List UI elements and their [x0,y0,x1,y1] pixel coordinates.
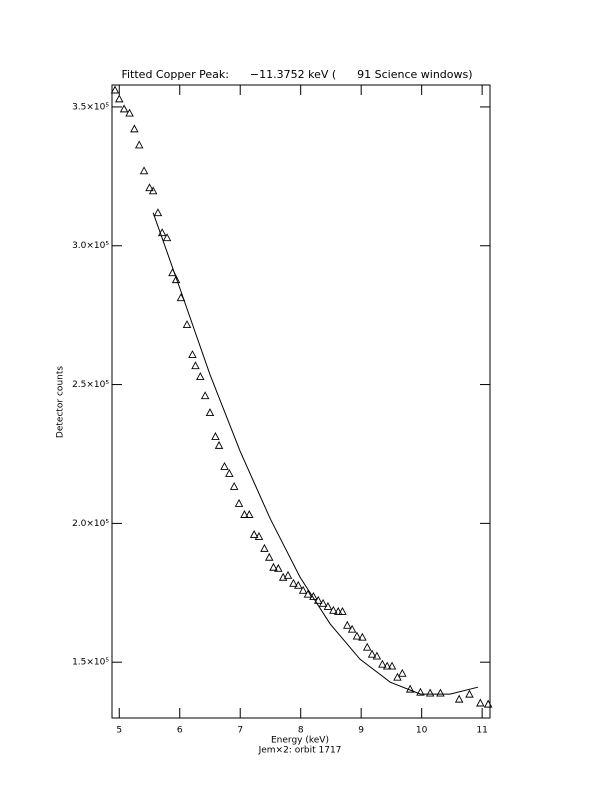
x-tick-label: 8 [298,726,304,736]
data-point [294,580,303,589]
data-point [382,661,392,670]
data-point [196,372,205,380]
data-point [416,687,425,696]
data-point [225,468,234,477]
data-point [372,651,382,660]
data-point [318,598,328,607]
y-tick-label: 3.0×10⁵ [72,241,109,251]
data-point [115,94,124,103]
data-point [214,440,224,449]
data-point [148,186,158,195]
data-point [378,659,387,668]
data-point [240,510,249,518]
data-point [347,624,357,633]
x-tick-label: 7 [237,726,243,736]
data-point [393,672,402,681]
y-tick-label: 2.0×10⁵ [72,519,109,529]
data-point [338,606,347,615]
data-point [343,620,352,629]
x-tick-label: 6 [177,726,183,736]
data-point [333,606,343,615]
data-point [110,85,120,94]
data-point [483,699,493,708]
data-point [298,585,308,594]
x-tick-label: 10 [416,726,428,736]
data-point [125,108,134,117]
data-point [188,350,197,359]
data-point [211,432,220,440]
data-point [264,552,274,561]
data-point [367,649,377,658]
data-point [309,591,318,600]
data-point [465,689,474,698]
x-tick-label: 9 [358,726,364,736]
y-axis-label: Detector counts [56,366,66,438]
data-point [436,688,445,697]
data-point [362,642,372,651]
data-point [269,562,278,571]
data-point [134,140,144,149]
data-point [182,320,192,329]
data-point [234,498,244,507]
data-point [245,510,254,518]
x-tick-label: 5 [116,726,122,736]
data-point [398,668,407,677]
data-point [145,183,154,192]
data-point [130,124,139,133]
data-point [358,632,367,641]
data-point [323,601,333,610]
note: Jem×2: orbit 1717 [258,746,342,756]
data-point [220,462,229,470]
x-tick-label: 11 [476,726,487,736]
data-point [249,530,259,538]
chart-title: Fitted Copper Peak: −11.3752 keV ( 91 Sc… [121,68,472,81]
data-point [425,688,435,697]
data-point [191,361,200,370]
y-tick-label: 1.5×10⁵ [72,658,109,668]
data-point [387,661,397,670]
data-point [274,563,283,572]
x-axis-label: Energy (keV) [271,736,329,746]
y-tick-label: 2.5×10⁵ [72,380,109,390]
data-point [162,233,172,242]
fit-line [152,212,479,695]
data-point [329,605,338,614]
data-point [139,166,149,175]
data-point [303,589,313,598]
data-point [352,631,362,640]
data-point [283,570,293,579]
data-point [476,698,485,707]
plot-frame [111,84,491,719]
data-point [289,578,298,587]
y-tick-label: 3.5×10⁵ [72,102,109,112]
data-point [119,104,129,113]
data-point [205,408,215,417]
data-point [313,595,323,604]
data-point [229,482,239,490]
data-point [171,275,181,284]
data-point [454,694,464,703]
data-point [200,391,210,400]
data-point [254,531,264,540]
data-point [260,543,269,552]
data-point [153,208,163,217]
